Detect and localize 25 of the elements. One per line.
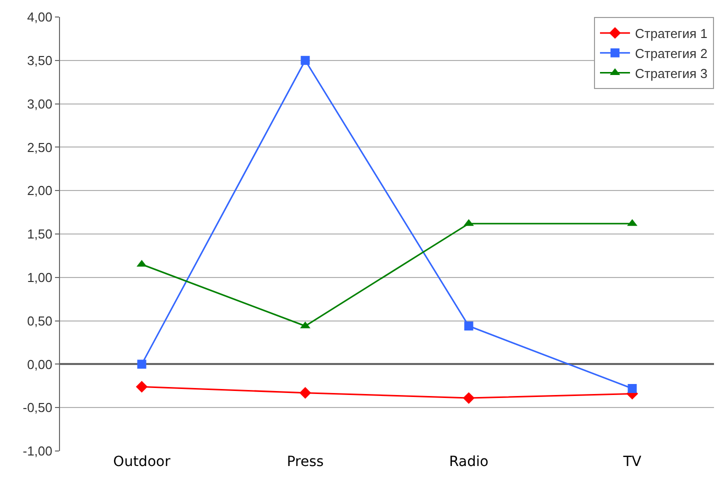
legend-label: Стратегия 2 bbox=[635, 46, 708, 61]
point bbox=[628, 384, 637, 393]
y-tick-label: 1,50 bbox=[27, 226, 52, 242]
x-tick-label: Outdoor bbox=[113, 454, 171, 470]
point bbox=[299, 386, 312, 399]
point bbox=[462, 392, 475, 404]
y-tick-label: 0,50 bbox=[27, 313, 52, 328]
y-tick-label: 3,50 bbox=[27, 52, 52, 68]
x-tick-label: TV bbox=[622, 454, 642, 470]
y-tick-label: -0,50 bbox=[22, 400, 52, 416]
legend-label: Стратегия 3 bbox=[635, 66, 708, 81]
y-tick-label: 2,50 bbox=[27, 140, 52, 155]
x-tick-label: Press bbox=[286, 454, 324, 470]
y-tick-label: -1,00 bbox=[22, 444, 52, 459]
y-tick-label: 1,00 bbox=[27, 270, 52, 285]
y-tick-label: 4,00 bbox=[27, 10, 52, 25]
point bbox=[136, 380, 148, 393]
y-tick-label: 3,00 bbox=[27, 96, 52, 112]
legend-label: Стратегия 1 bbox=[635, 26, 708, 42]
point bbox=[464, 322, 474, 331]
y-tick-label: 0,00 bbox=[27, 356, 52, 372]
point bbox=[136, 260, 147, 267]
point bbox=[137, 360, 146, 369]
x-tick-label: Radio bbox=[449, 454, 488, 470]
y-tick-label: 2,00 bbox=[27, 183, 52, 198]
